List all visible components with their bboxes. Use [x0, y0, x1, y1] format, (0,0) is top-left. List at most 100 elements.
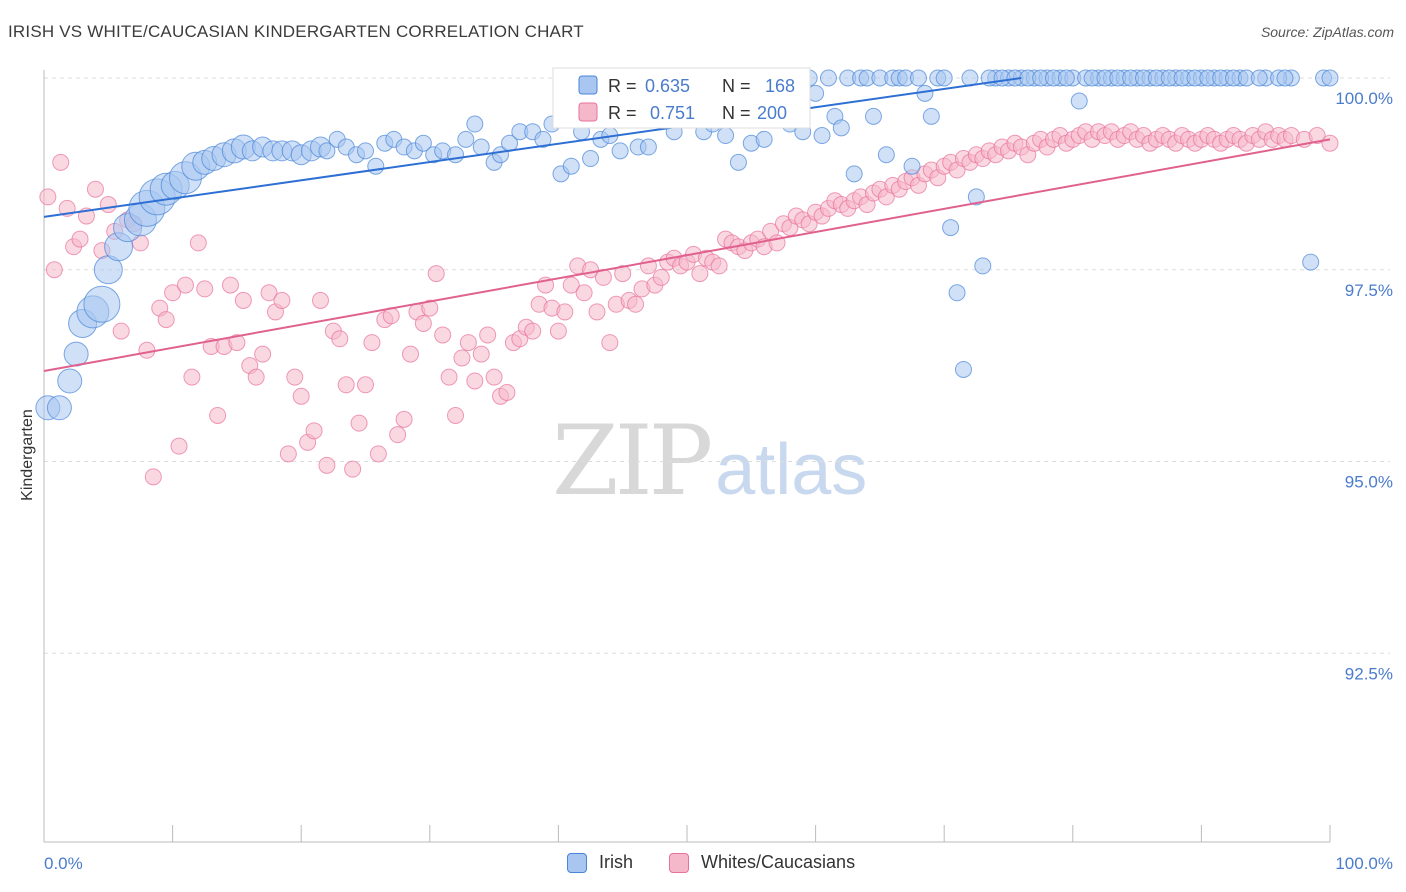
- white-caucasian-point: [402, 345, 420, 363]
- white-caucasian-point: [427, 265, 445, 283]
- top-legend: R = 0.635 N = 168 R = 0.751 N = 200: [552, 67, 811, 129]
- legend-irish-r-value: 0.635: [645, 76, 690, 96]
- irish-point: [562, 157, 580, 175]
- white-caucasian-point: [86, 180, 104, 198]
- legend-swatch-white: [578, 102, 598, 122]
- white-caucasian-point: [279, 445, 297, 463]
- white-caucasian-point: [189, 234, 207, 252]
- axes: [43, 70, 1331, 843]
- white-caucasian-point: [157, 311, 175, 329]
- white-caucasian-point: [614, 265, 632, 283]
- white-caucasian-point: [183, 368, 201, 386]
- white-caucasian-point: [311, 291, 329, 309]
- white-caucasian-point: [434, 326, 452, 344]
- irish-point: [845, 165, 863, 183]
- irish-point: [57, 368, 83, 394]
- white-caucasian-point: [112, 322, 130, 340]
- irish-point: [472, 138, 490, 156]
- white-caucasian-point: [395, 410, 413, 428]
- white-caucasian-point: [1308, 127, 1326, 145]
- irish-point: [466, 115, 484, 133]
- irish-point: [948, 284, 966, 302]
- white-caucasian-point: [45, 261, 63, 279]
- irish-point: [83, 285, 121, 323]
- irish-point: [903, 157, 921, 175]
- white-caucasian-point: [305, 422, 323, 440]
- irish-point: [1070, 92, 1088, 110]
- legend-irish-n-value: 168: [765, 76, 795, 96]
- irish-point: [447, 146, 465, 164]
- white-caucasian-point: [562, 276, 580, 294]
- white-caucasian-point: [363, 334, 381, 352]
- irish-point: [1321, 69, 1339, 87]
- bottom-legend-white-swatch: [669, 852, 689, 873]
- irish-point: [639, 138, 657, 156]
- irish-point: [832, 119, 850, 137]
- white-caucasian-point: [524, 322, 542, 340]
- irish-point: [457, 130, 475, 148]
- white-caucasian-point: [337, 376, 355, 394]
- irish-point: [974, 257, 992, 275]
- irish-point: [877, 146, 895, 164]
- irish-point: [1276, 69, 1294, 87]
- legend-swatch-irish: [578, 75, 598, 95]
- white-caucasian-point: [164, 284, 182, 302]
- irish-point: [942, 219, 960, 237]
- white-caucasian-point: [414, 314, 432, 332]
- irish-point: [46, 395, 72, 421]
- y-tick-label: 100.0%: [1335, 89, 1393, 108]
- white-caucasian-point: [221, 276, 239, 294]
- white-caucasian-point: [472, 345, 490, 363]
- watermark: ZIPatlas: [552, 405, 867, 517]
- white-caucasian-point: [254, 345, 272, 363]
- white-caucasian-point: [556, 303, 574, 321]
- legend-white-n-value: 200: [757, 103, 787, 123]
- white-caucasian-point: [350, 414, 368, 432]
- white-caucasian-point: [331, 330, 349, 348]
- white-caucasian-point: [144, 468, 162, 486]
- white-caucasian-point: [369, 445, 387, 463]
- x-tick-labels: 0.0% 100.0%: [44, 854, 1393, 873]
- white-caucasian-point: [318, 456, 336, 474]
- white-caucasian-point: [498, 383, 516, 401]
- legend-white-r-value: 0.751: [650, 103, 695, 123]
- irish-point: [819, 69, 837, 87]
- irish-point: [63, 341, 89, 367]
- y-tick-labels: 92.5% 95.0% 97.5% 100.0%: [1335, 89, 1393, 683]
- white-caucasian-point: [138, 341, 156, 359]
- trend-lines: [43, 77, 1331, 372]
- watermark-atlas: atlas: [715, 430, 868, 510]
- white-caucasian-point: [627, 295, 645, 313]
- irish-point: [717, 127, 735, 145]
- white-caucasian-point: [652, 268, 670, 286]
- white-caucasian-point: [71, 230, 89, 248]
- bottom-legend-irish: Irish: [567, 852, 633, 873]
- white-caucasian-point: [447, 406, 465, 424]
- irish-point: [864, 107, 882, 125]
- irish-point: [813, 127, 831, 145]
- white-caucasian-point: [440, 368, 458, 386]
- legend-white-n-label: N =: [722, 103, 751, 123]
- white-caucasian-point: [273, 291, 291, 309]
- white-caucasian-point: [234, 291, 252, 309]
- irish-point: [729, 153, 747, 171]
- white-caucasian-point: [588, 303, 606, 321]
- white-caucasian-trend-line: [43, 138, 1331, 372]
- legend-irish-n-label: N =: [722, 76, 751, 96]
- white-caucasian-point: [421, 299, 439, 317]
- white-caucasian-point: [479, 326, 497, 344]
- irish-point: [922, 107, 940, 125]
- x-tick-label: 0.0%: [44, 854, 83, 873]
- white-caucasian-point: [196, 280, 214, 298]
- irish-point: [357, 142, 374, 160]
- irish-point: [414, 134, 432, 152]
- irish-point: [1057, 69, 1075, 87]
- white-caucasian-point: [357, 376, 374, 394]
- white-caucasian-point: [344, 460, 362, 478]
- irish-point: [909, 69, 927, 87]
- legend-irish-r-label: R =: [608, 76, 637, 96]
- white-caucasian-point: [39, 188, 57, 206]
- irish-point: [318, 142, 336, 160]
- white-caucasian-point: [286, 368, 304, 386]
- bottom-legend-white: Whites/Caucasians: [669, 852, 855, 873]
